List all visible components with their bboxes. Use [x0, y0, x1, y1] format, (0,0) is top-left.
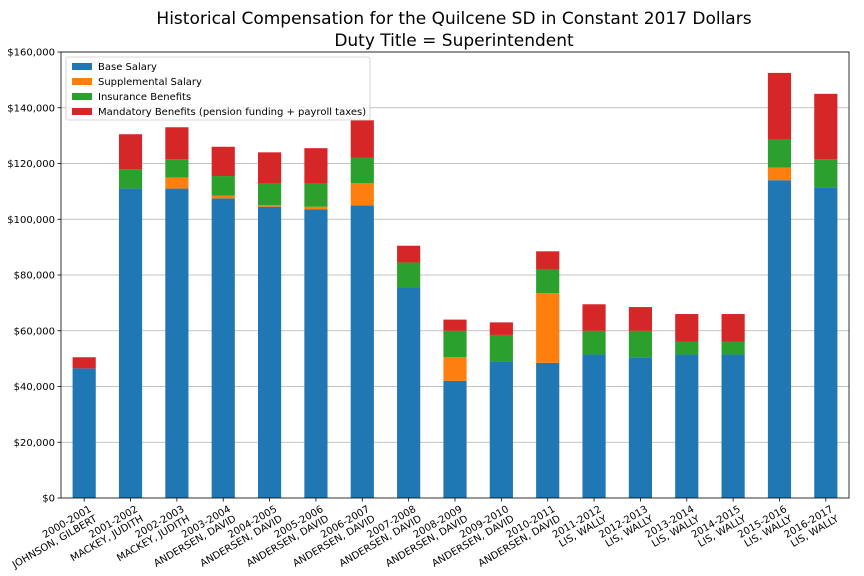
y-tick-label: $60,000: [14, 326, 55, 337]
x-tick-label: 2016-2017LIS, WALLY: [783, 504, 842, 551]
bar-segment: [397, 262, 421, 288]
x-tick-label: 2000-2001JOHNSON, GILBERT: [4, 504, 99, 572]
bar-segment: [397, 245, 421, 263]
bar-segment: [814, 93, 838, 160]
bar-segment: [258, 205, 282, 207]
bar-segment: [767, 72, 792, 140]
bar-segment: [814, 159, 838, 188]
x-tick-label: 2011-2012LIS, WALLY: [551, 504, 610, 551]
bar-segment: [536, 293, 560, 363]
bar-segment: [72, 368, 96, 498]
bar-segment: [350, 120, 374, 158]
y-tick-label: $100,000: [7, 215, 55, 226]
legend-label: Base Salary: [98, 62, 157, 73]
bar-segment: [258, 206, 282, 499]
bar-segment: [350, 205, 374, 498]
legend: Base Salary Supplemental Salary Insurance …: [65, 56, 371, 121]
chart-title-line-1: Historical Compensation for the Quilcene…: [156, 9, 752, 29]
bar-segment: [814, 187, 838, 498]
axes: [57, 51, 850, 502]
bar-segment: [165, 159, 189, 178]
bar-segment: [211, 176, 235, 196]
legend-swatch: [72, 108, 92, 115]
bar-segment: [211, 146, 235, 177]
bar-segment: [165, 188, 189, 498]
bar-segment: [675, 354, 699, 498]
bar-segment: [675, 314, 699, 342]
bar-segment: [443, 380, 467, 498]
bar-segment: [443, 319, 467, 331]
legend-label: Mandatory Benefits (pension funding + pa…: [98, 107, 366, 118]
bar-segment: [304, 206, 328, 210]
bar-segment: [118, 188, 143, 498]
bar-segment: [118, 169, 143, 189]
legend-box: [65, 56, 371, 121]
bar-segment: [258, 183, 282, 206]
bar-segment: [628, 307, 652, 331]
y-tick-label: $160,000: [7, 48, 55, 59]
bar-segment: [582, 330, 606, 355]
bar-segment: [489, 334, 513, 362]
bar-segment: [536, 251, 560, 270]
bar-segment: [489, 361, 513, 498]
bar-segment: [443, 330, 467, 358]
legend-swatch: [72, 93, 92, 100]
bar-segment: [165, 127, 189, 160]
x-tick-label: 2012-2013LIS, WALLY: [597, 504, 656, 551]
legend-swatch: [72, 78, 92, 85]
bar-segment: [767, 167, 792, 181]
bar-segment: [211, 198, 235, 498]
bar-segment: [536, 362, 560, 498]
legend-label: Supplemental Salary: [98, 77, 202, 88]
bar-segment: [304, 209, 328, 498]
y-tick-label: $20,000: [14, 438, 55, 449]
bars: [72, 72, 838, 499]
y-tick-labels: $0 $20,000 $40,000 $60,000 $80,000 $100,000 $1…: [7, 48, 55, 505]
bar-segment: [767, 139, 792, 168]
bar-segment: [536, 269, 560, 294]
bar-segment: [675, 341, 699, 355]
bar-segment: [72, 357, 96, 369]
chart-title: Historical Compensation for the Quilcene…: [0, 8, 864, 52]
bar-segment: [582, 354, 606, 498]
legend-label: Insurance Benefits: [98, 92, 191, 103]
bar-segment: [304, 148, 328, 184]
bar-segment: [350, 157, 374, 184]
bar-segment: [443, 357, 467, 381]
bar-segment: [258, 152, 282, 184]
bar-segment: [721, 341, 745, 355]
x-tick-label: 2013-2014LIS, WALLY: [644, 504, 703, 551]
bar-segment: [628, 330, 652, 358]
bar-segment: [211, 195, 235, 199]
y-tick-label: $140,000: [7, 103, 55, 114]
y-tick-label: $80,000: [14, 271, 55, 282]
bar-segment: [721, 314, 745, 342]
bar-segment: [350, 183, 374, 206]
bar-segment: [489, 322, 513, 335]
y-tick-label: $40,000: [14, 382, 55, 393]
plot-frame: [60, 51, 850, 499]
x-tick-labels: 2000-2001JOHNSON, GILBERT2001-2002MACKEY…: [4, 504, 842, 572]
chart-title-line-2: Duty Title = Superintendent: [334, 31, 574, 51]
bar-segment: [304, 183, 328, 207]
bar-segment: [767, 180, 792, 498]
bar-segment: [628, 357, 652, 498]
y-tick-label: $0: [42, 494, 55, 505]
bar-segment: [165, 177, 189, 189]
x-tick-label: 2015-2016LIS, WALLY: [736, 504, 795, 551]
x-tick-label: 2014-2015LIS, WALLY: [690, 504, 749, 551]
bar-segment: [118, 134, 143, 170]
legend-swatch: [72, 63, 92, 70]
x-tick-label-line: JOHNSON, GILBERT: [10, 513, 100, 571]
bar-segment: [397, 287, 421, 498]
y-tick-label: $120,000: [7, 159, 55, 170]
bar-segment: [721, 354, 745, 498]
bar-segment: [582, 304, 606, 331]
